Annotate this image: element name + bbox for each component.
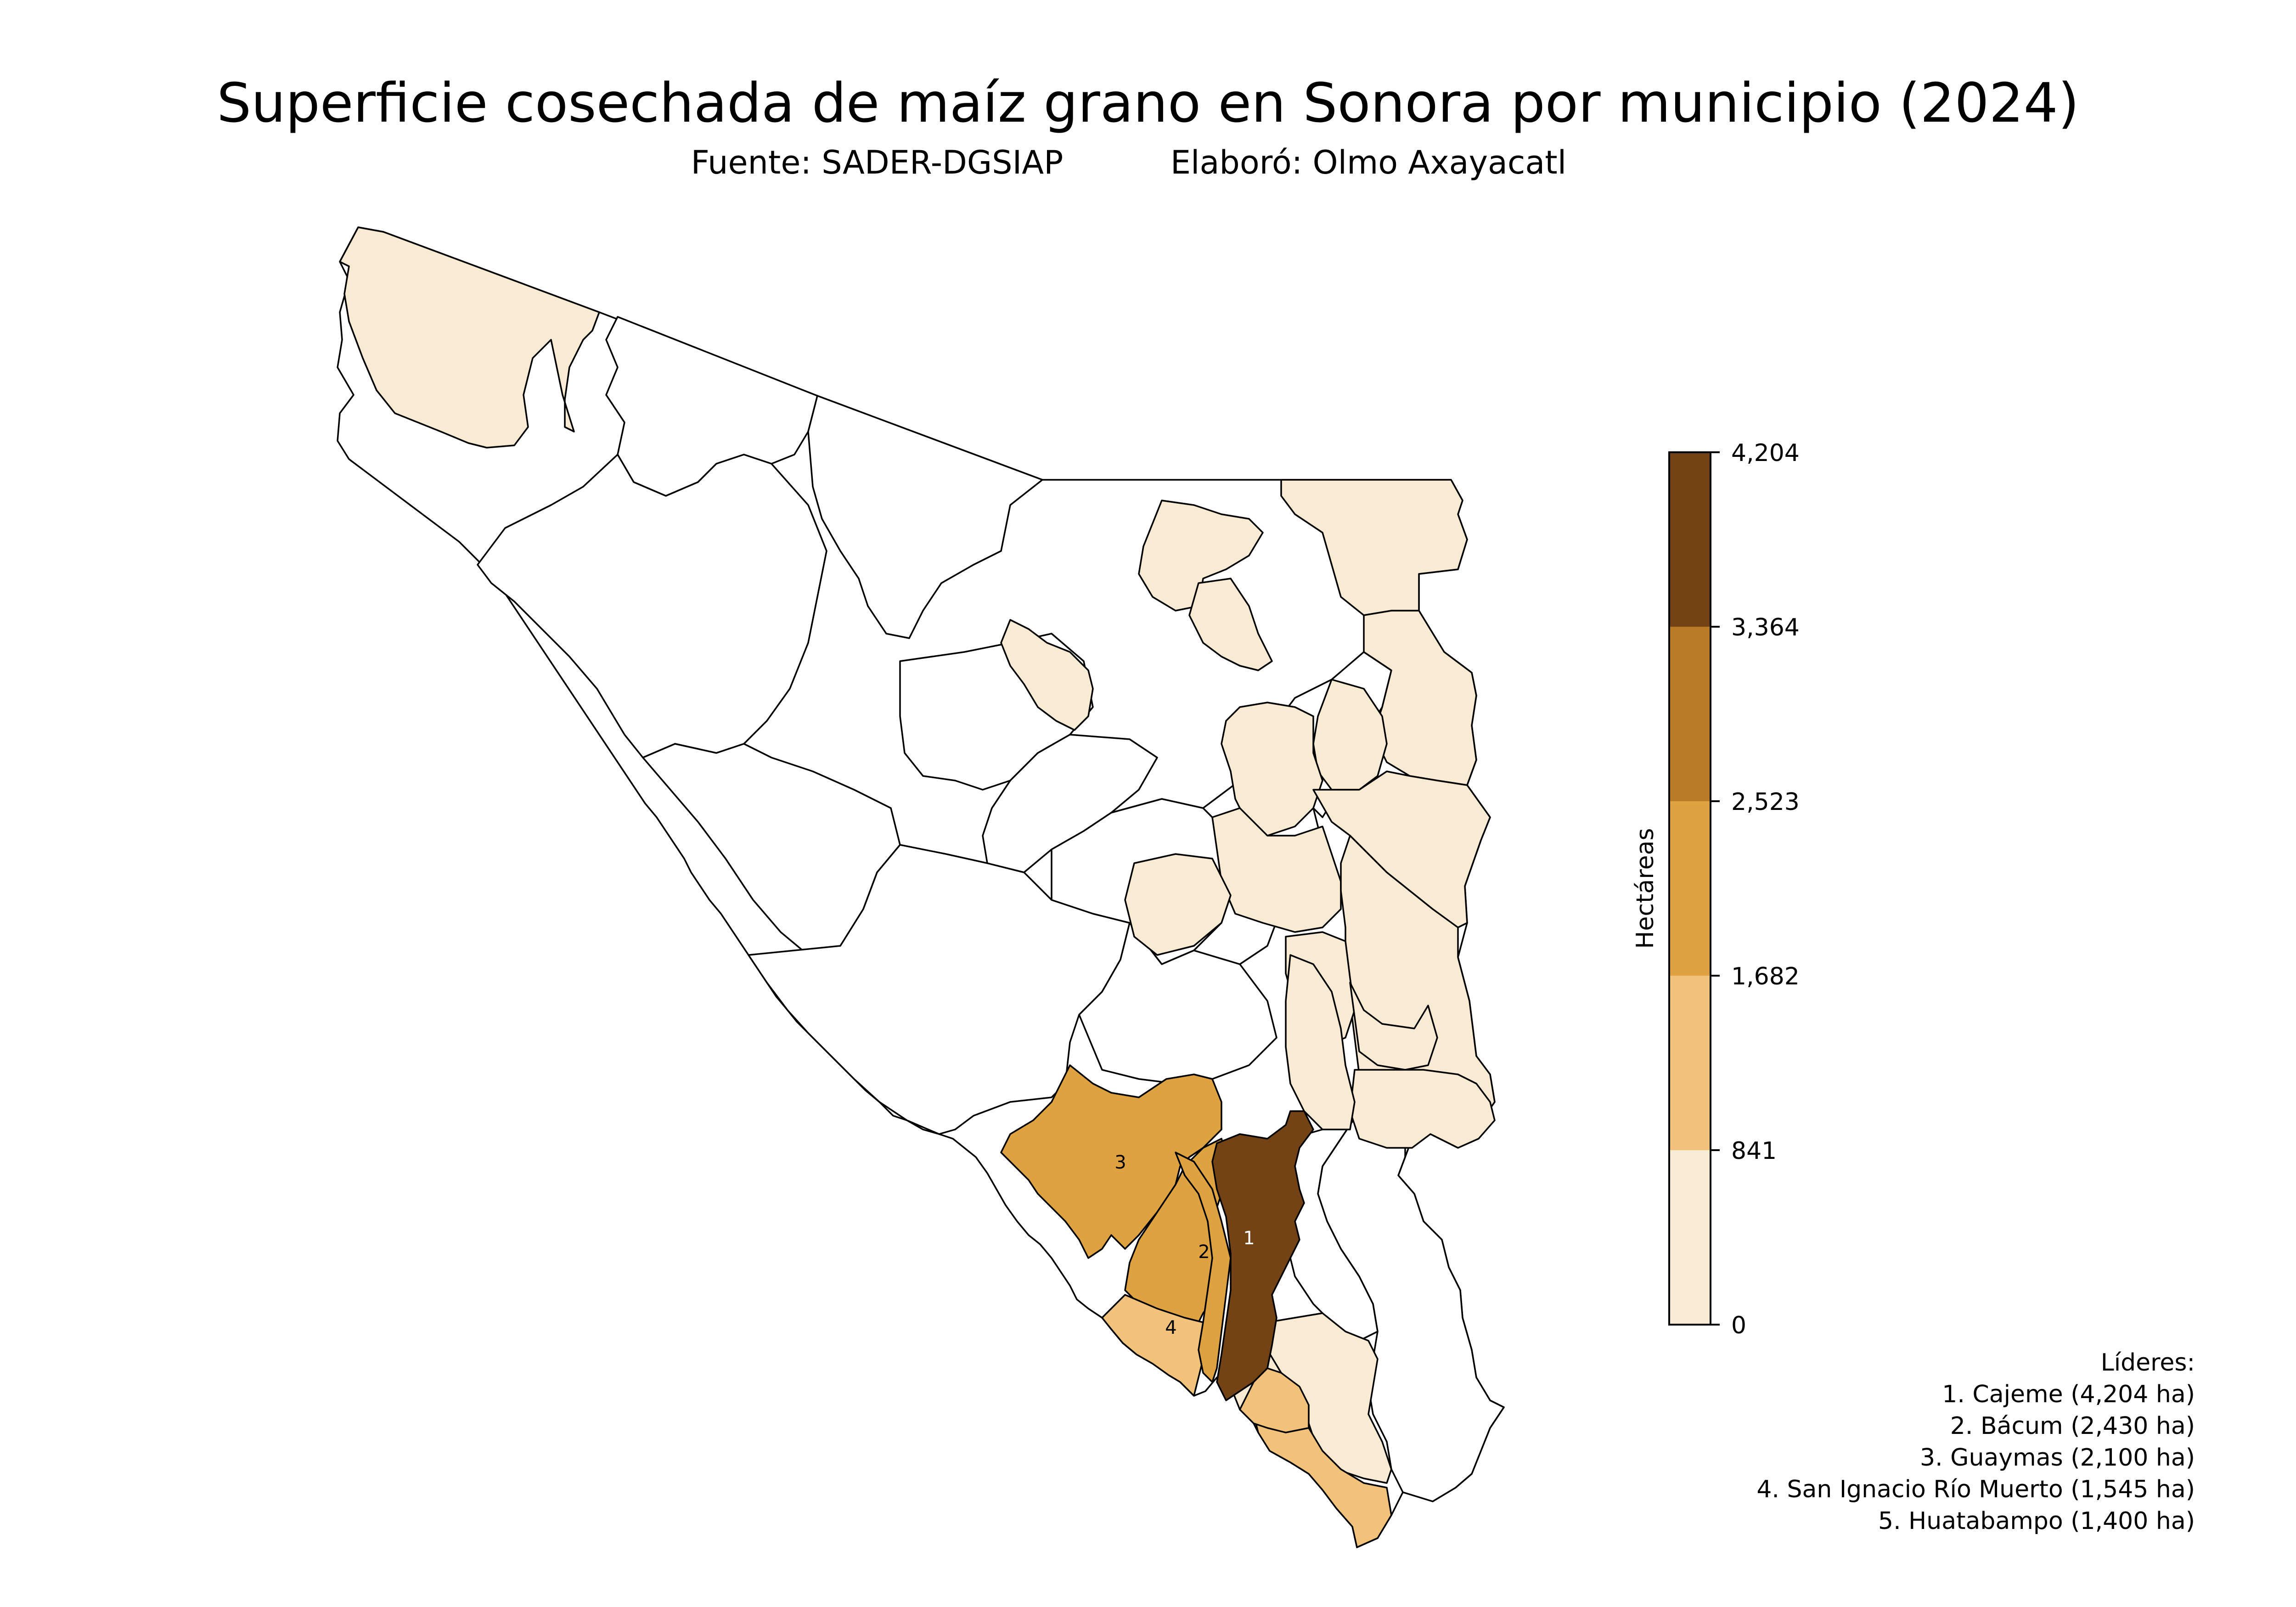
municipality-east-9 xyxy=(1349,1069,1496,1149)
colorbar-tick-label-5: 841 xyxy=(1731,1137,1777,1165)
municipality-san-ignacio-rio-muerto xyxy=(1101,1294,1209,1397)
rank-label-bacum: 2 xyxy=(1198,1242,1210,1263)
map-title: Superficie cosechada de maíz grano en So… xyxy=(217,71,2079,135)
colorbar-bin-2 xyxy=(1669,976,1711,1150)
source-caption: Fuente: SADER-DGSIAP xyxy=(691,144,1064,181)
leaders-list: Líderes: 1. Cajeme (4,204 ha) 2. Bácum (… xyxy=(1756,1349,2195,1535)
leaders-item-4: 4. San Ignacio Río Muerto (1,545 ha) xyxy=(1756,1476,2195,1503)
colorbar-frame xyxy=(1668,451,1711,1326)
colorbar-tick-label-2: 3,364 xyxy=(1731,614,1800,641)
municipality-bacum xyxy=(1175,1152,1232,1383)
municipality-san-luis-rio-colorado xyxy=(339,226,600,449)
municipality-north-2 xyxy=(807,395,1043,639)
municipality-north-small xyxy=(1188,578,1273,671)
municipality-west-small xyxy=(1000,619,1094,731)
rank-label-guaymas: 3 xyxy=(1114,1152,1126,1173)
municipality-south-light-2 xyxy=(1285,954,1356,1130)
municipality-north-fronteras xyxy=(1138,500,1264,612)
colorbar: 4,204 3,364 2,523 1,682 841 0 Hectáreas xyxy=(1632,439,1800,1339)
municipalities xyxy=(337,226,1505,1548)
author-caption: Elaboró: Olmo Axayacatl xyxy=(1171,144,1566,181)
colorbar-bin-3 xyxy=(1669,801,1711,976)
colorbar-ticks xyxy=(1711,451,1720,1326)
municipality-northwest-caborca xyxy=(477,454,827,759)
municipality-etchojoa xyxy=(1239,1367,1310,1433)
municipality-cajeme xyxy=(1211,1110,1314,1401)
colorbar-bin-4 xyxy=(1669,627,1711,801)
leaders-item-2: 2. Bácum (2,430 ha) xyxy=(1950,1412,2195,1440)
leaders-item-3: 3. Guaymas (2,100 ha) xyxy=(1920,1444,2195,1472)
municipality-east-3 xyxy=(1221,702,1323,837)
leaders-heading: Líderes: xyxy=(2101,1349,2195,1377)
colorbar-tick-label-1: 4,204 xyxy=(1731,439,1800,467)
rank-label-san-ignacio: 4 xyxy=(1165,1317,1176,1338)
municipality-south-light-1 xyxy=(1124,853,1232,956)
colorbar-bin-5 xyxy=(1669,452,1711,627)
colorbar-tick-label-4: 1,682 xyxy=(1731,963,1800,990)
colorbar-bin-1 xyxy=(1669,1150,1711,1325)
colorbar-tick-label-3: 2,523 xyxy=(1731,788,1800,816)
municipality-guaymas xyxy=(1000,1064,1222,1259)
colorbar-tick-label-6: 0 xyxy=(1731,1312,1746,1339)
leaders-item-5: 5. Huatabampo (1,400 ha) xyxy=(1878,1507,2195,1535)
rank-label-cajeme: 1 xyxy=(1243,1228,1255,1249)
municipality-east-8 xyxy=(1349,982,1438,1071)
leaders-item-1: 1. Cajeme (4,204 ha) xyxy=(1942,1381,2195,1408)
colorbar-axis-label: Hectáreas xyxy=(1632,828,1659,949)
